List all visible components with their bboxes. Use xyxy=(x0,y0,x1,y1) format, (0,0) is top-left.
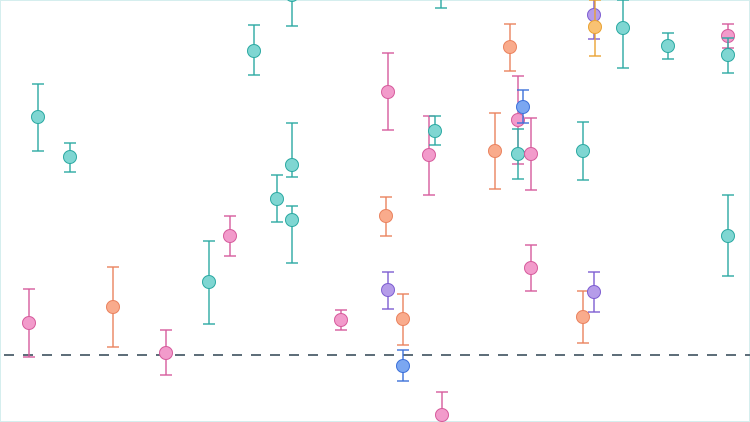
data-point-32 xyxy=(588,0,602,57)
point-marker xyxy=(576,144,590,158)
data-point-30 xyxy=(576,290,590,344)
point-marker xyxy=(334,313,348,327)
data-point-34 xyxy=(616,0,630,69)
point-marker xyxy=(285,213,299,227)
point-marker xyxy=(22,316,36,330)
data-point-2 xyxy=(22,288,36,358)
point-marker xyxy=(287,0,297,2)
point-marker xyxy=(661,39,675,53)
data-point-11 xyxy=(285,205,299,264)
data-point-35 xyxy=(661,32,675,60)
point-marker xyxy=(379,209,393,223)
data-point-6 xyxy=(223,215,237,257)
data-point-16 xyxy=(396,293,410,346)
point-marker xyxy=(31,110,45,124)
point-marker xyxy=(511,147,525,161)
point-marker xyxy=(223,229,237,243)
data-point-22 xyxy=(488,112,502,190)
point-marker xyxy=(396,359,410,373)
data-point-23 xyxy=(503,23,517,72)
data-point-13 xyxy=(381,52,395,131)
point-marker xyxy=(270,192,284,206)
data-point-25 xyxy=(516,89,530,124)
point-marker xyxy=(247,44,261,58)
data-point-19 xyxy=(428,115,442,146)
point-marker xyxy=(63,150,77,164)
data-point-28 xyxy=(524,244,538,292)
point-marker xyxy=(159,346,173,360)
point-marker xyxy=(381,85,395,99)
data-point-12 xyxy=(334,309,348,331)
data-point-0 xyxy=(31,83,45,152)
data-point-17 xyxy=(396,349,410,382)
data-point-10 xyxy=(285,122,299,178)
point-marker xyxy=(576,310,590,324)
point-marker xyxy=(488,144,502,158)
point-marker xyxy=(422,148,436,162)
data-point-26 xyxy=(511,128,525,180)
point-marker xyxy=(396,312,410,326)
data-point-9 xyxy=(270,174,284,223)
data-point-3 xyxy=(106,266,120,348)
data-point-27 xyxy=(524,117,538,191)
data-point-33 xyxy=(587,271,601,313)
point-marker xyxy=(435,408,449,422)
point-marker xyxy=(721,229,735,243)
point-marker xyxy=(616,21,630,35)
data-point-4 xyxy=(159,329,173,376)
data-point-29 xyxy=(576,121,590,181)
data-point-37 xyxy=(721,37,735,74)
data-point-21 xyxy=(435,391,449,422)
point-marker xyxy=(285,158,299,172)
point-marker xyxy=(106,300,120,314)
data-point-5 xyxy=(202,240,216,325)
data-point-15 xyxy=(381,271,395,310)
point-marker xyxy=(524,147,538,161)
data-point-7 xyxy=(247,24,261,76)
data-point-38 xyxy=(721,194,735,277)
point-marker xyxy=(202,275,216,289)
point-marker xyxy=(587,8,601,22)
point-marker xyxy=(524,261,538,275)
data-point-20 xyxy=(435,0,447,9)
point-marker xyxy=(381,283,395,297)
point-marker xyxy=(721,48,735,62)
point-marker xyxy=(428,124,442,138)
data-point-8 xyxy=(286,0,298,27)
data-point-14 xyxy=(379,196,393,237)
point-marker xyxy=(588,20,602,34)
point-marker xyxy=(516,100,530,114)
point-marker xyxy=(503,40,517,54)
point-marker xyxy=(587,285,601,299)
data-point-1 xyxy=(63,142,77,173)
